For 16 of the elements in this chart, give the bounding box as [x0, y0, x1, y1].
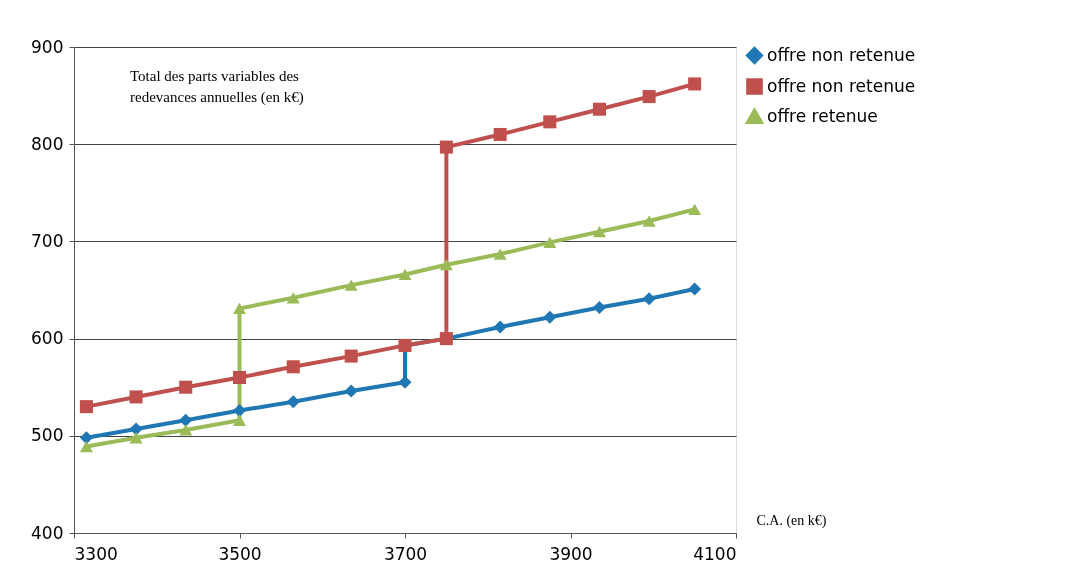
legend-label: offre retenue [767, 105, 878, 126]
annotation: Total des parts variables des redevances annuelles (en k€) [130, 68, 304, 106]
x-tick-label: 3700 [383, 543, 428, 564]
y-tick-label: 600 [31, 328, 64, 349]
x-axis-title: C.A. (en k€) [756, 512, 827, 529]
y-tick-label: 800 [31, 133, 64, 154]
x-tick-label: 3900 [549, 543, 593, 564]
y-tick-label: 900 [31, 36, 64, 57]
legend-label: offre non retenue [767, 44, 916, 65]
x-tick-label: 3500 [218, 543, 262, 564]
x-tick-label: 3300 [74, 543, 118, 564]
y-tick-label: 700 [31, 230, 64, 251]
legend-label: offre non retenue [767, 75, 916, 96]
x-tick-label: 4100 [693, 543, 737, 564]
y-tick-label: 400 [31, 522, 64, 543]
y-tick-label: 500 [31, 425, 64, 446]
